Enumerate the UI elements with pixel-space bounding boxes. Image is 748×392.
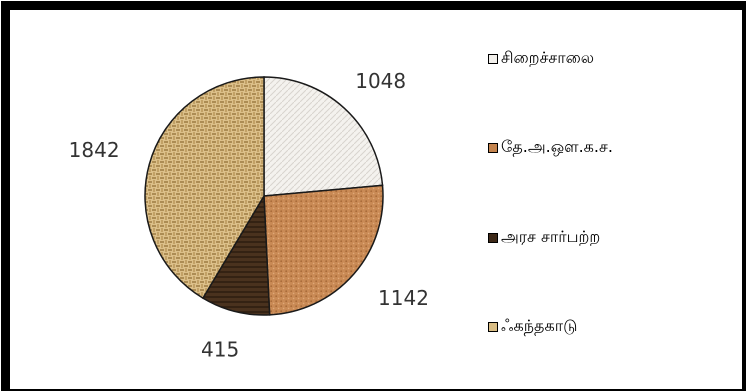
legend-item-prison: சிறைச்சாலை — [488, 48, 594, 69]
data-label-prison: 1048 — [355, 69, 406, 93]
pie-slice-prison — [263, 76, 384, 197]
legend-swatch-prison — [488, 53, 498, 64]
legend-label-nationalized: தே.அ.ஒள.க.ச. — [501, 137, 613, 156]
legend-swatch-kandakadu — [488, 321, 498, 332]
legend-label-prison: சிறைச்சாலை — [501, 48, 595, 67]
data-label-kandakadu: 1842 — [69, 138, 120, 162]
legend-label-kandakadu: ஃகந்தகாடு — [501, 316, 578, 335]
data-label-nationalized: 1142 — [378, 286, 429, 310]
legend-swatch-ngo — [488, 232, 498, 243]
legend-swatch-nationalized — [488, 142, 498, 153]
pie-slice-nationalized — [263, 184, 384, 316]
data-label-ngo: 415 — [201, 338, 239, 362]
legend-label-ngo: அரச சார்பற்ற — [501, 227, 601, 246]
legend-item-kandakadu: ஃகந்தகாடு — [488, 316, 577, 337]
legend-item-nationalized: தே.அ.ஒள.க.ச. — [488, 137, 613, 158]
pie-slice-kandakadu — [144, 76, 265, 300]
legend-item-ngo: அரச சார்பற்ற — [488, 227, 600, 248]
